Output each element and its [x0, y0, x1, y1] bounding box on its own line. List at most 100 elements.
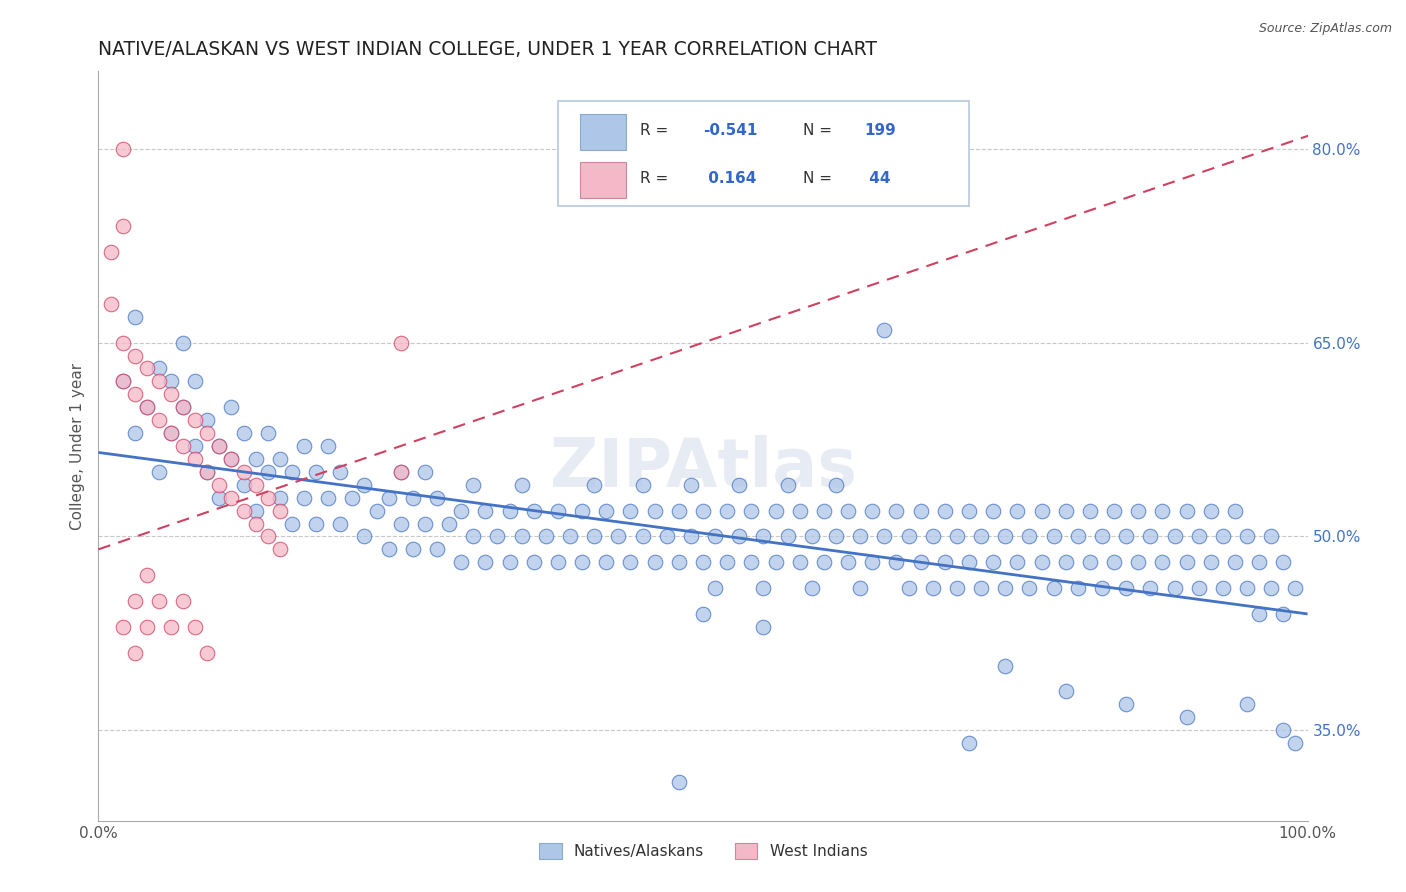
- Point: [377, 542, 399, 557]
- Point: [921, 529, 943, 543]
- Point: [160, 620, 183, 634]
- Point: [195, 646, 218, 660]
- Point: [1054, 555, 1077, 569]
- Point: [135, 568, 157, 582]
- Point: [1212, 529, 1234, 543]
- Point: [1272, 607, 1295, 621]
- Point: [1031, 503, 1053, 517]
- Point: [245, 477, 267, 491]
- Point: [970, 581, 993, 595]
- Point: [813, 555, 835, 569]
- Point: [668, 555, 690, 569]
- Point: [148, 361, 170, 376]
- Point: [607, 529, 630, 543]
- Point: [1272, 723, 1295, 738]
- Point: [789, 503, 811, 517]
- Point: [160, 426, 183, 441]
- Point: [124, 426, 146, 441]
- Point: [716, 503, 738, 517]
- Point: [692, 607, 714, 621]
- Text: NATIVE/ALASKAN VS WEST INDIAN COLLEGE, UNDER 1 YEAR CORRELATION CHART: NATIVE/ALASKAN VS WEST INDIAN COLLEGE, U…: [98, 39, 877, 59]
- Point: [644, 555, 666, 569]
- Text: R =: R =: [640, 171, 673, 186]
- Point: [547, 503, 569, 517]
- Point: [195, 465, 218, 479]
- Point: [752, 529, 775, 543]
- Point: [957, 555, 980, 569]
- Point: [897, 581, 920, 595]
- Point: [800, 529, 823, 543]
- Point: [946, 581, 969, 595]
- Point: [413, 465, 436, 479]
- Point: [994, 581, 1017, 595]
- Point: [692, 503, 714, 517]
- Point: [679, 477, 702, 491]
- FancyBboxPatch shape: [558, 102, 969, 206]
- Point: [837, 503, 859, 517]
- Point: [886, 503, 908, 517]
- Point: [160, 387, 183, 401]
- Point: [910, 555, 932, 569]
- Point: [111, 142, 134, 156]
- Point: [208, 491, 231, 505]
- Point: [583, 477, 606, 491]
- Point: [849, 529, 872, 543]
- Point: [221, 451, 243, 466]
- Point: [256, 491, 278, 505]
- Point: [1175, 503, 1198, 517]
- Legend: Natives/Alaskans, West Indians: Natives/Alaskans, West Indians: [533, 838, 873, 865]
- Point: [232, 477, 254, 491]
- Point: [765, 555, 787, 569]
- Point: [1067, 529, 1090, 543]
- Point: [1007, 503, 1029, 517]
- Point: [692, 555, 714, 569]
- Point: [245, 503, 267, 517]
- Point: [184, 439, 207, 453]
- Point: [245, 451, 267, 466]
- Point: [1031, 555, 1053, 569]
- Point: [221, 401, 243, 415]
- Point: [994, 658, 1017, 673]
- Point: [402, 542, 425, 557]
- Point: [571, 555, 593, 569]
- Point: [329, 465, 352, 479]
- Text: 44: 44: [863, 171, 890, 186]
- Point: [1067, 581, 1090, 595]
- Point: [1007, 555, 1029, 569]
- Point: [353, 477, 375, 491]
- Point: [269, 491, 291, 505]
- Point: [1054, 684, 1077, 698]
- Point: [232, 465, 254, 479]
- Point: [208, 439, 231, 453]
- Point: [124, 646, 146, 660]
- Point: [474, 503, 496, 517]
- Point: [172, 401, 194, 415]
- Point: [281, 516, 304, 531]
- Point: [426, 542, 449, 557]
- Point: [1223, 555, 1246, 569]
- Point: [413, 516, 436, 531]
- Point: [366, 503, 388, 517]
- Point: [232, 426, 254, 441]
- Point: [148, 375, 170, 389]
- Point: [1128, 503, 1150, 517]
- Point: [281, 465, 304, 479]
- Point: [921, 581, 943, 595]
- Point: [897, 529, 920, 543]
- Point: [124, 387, 146, 401]
- Point: [1188, 581, 1211, 595]
- Point: [679, 529, 702, 543]
- Point: [172, 401, 194, 415]
- Point: [716, 555, 738, 569]
- Point: [305, 465, 328, 479]
- Point: [1223, 503, 1246, 517]
- Point: [1163, 581, 1185, 595]
- Point: [100, 297, 122, 311]
- Point: [172, 594, 194, 608]
- Point: [195, 465, 218, 479]
- Point: [463, 477, 485, 491]
- Point: [1272, 555, 1295, 569]
- Point: [135, 401, 157, 415]
- Point: [148, 465, 170, 479]
- Point: [752, 581, 775, 595]
